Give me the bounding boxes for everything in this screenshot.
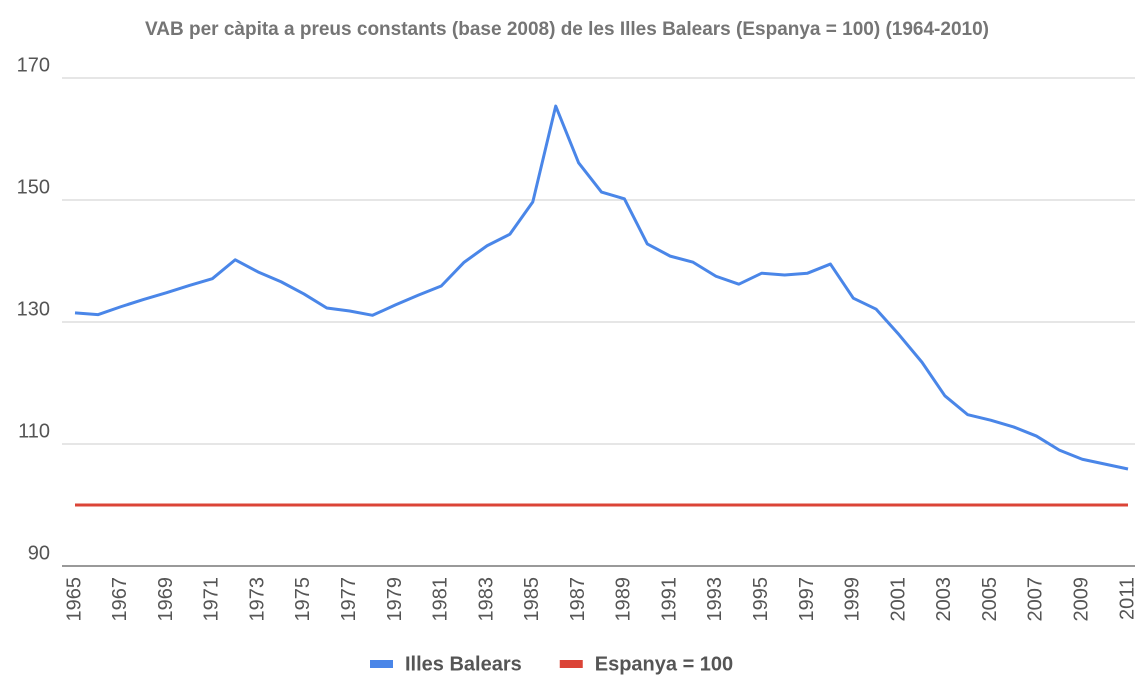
chart-title: VAB per càpita a preus constants (base 2… xyxy=(145,19,989,40)
x-tick-label: 1965 xyxy=(63,577,85,622)
legend-swatch xyxy=(559,660,583,668)
legend-label: Espanya = 100 xyxy=(595,653,733,675)
x-tick-label: 2009 xyxy=(1070,577,1092,622)
x-tick-label: 1991 xyxy=(658,577,680,622)
x-tick-label: 1969 xyxy=(155,577,177,622)
line-series xyxy=(74,104,1129,471)
y-tick-label: 90 xyxy=(28,542,50,564)
x-tick-label: 1981 xyxy=(430,577,452,622)
x-tick-label: 1993 xyxy=(704,577,726,622)
x-tick-label: 1989 xyxy=(613,577,635,622)
x-tick-label: 1997 xyxy=(796,577,818,622)
y-tick-label: 170 xyxy=(17,54,50,76)
x-tick-label: 2001 xyxy=(887,577,909,622)
x-tick-label: 1971 xyxy=(201,577,223,622)
x-tick-label: 1983 xyxy=(475,577,497,622)
x-tick-label: 1977 xyxy=(338,577,360,622)
y-tick-label: 130 xyxy=(17,298,50,320)
x-tick-label: 1987 xyxy=(567,577,589,622)
x-tick-label: 2007 xyxy=(1025,577,1047,622)
x-tick-label: 2011 xyxy=(1116,577,1135,620)
x-tick-label: 2003 xyxy=(933,577,955,622)
x-tick-label: 1967 xyxy=(109,577,131,622)
x-tick-label: 1995 xyxy=(750,577,772,622)
x-tick-label: 1999 xyxy=(842,577,864,622)
y-tick-label: 110 xyxy=(18,420,50,442)
legend-label: Illes Balears xyxy=(405,653,522,675)
x-tick-label: 1979 xyxy=(384,577,406,622)
x-tick-label: 1973 xyxy=(246,577,268,622)
x-tick-label: 2005 xyxy=(979,577,1001,622)
x-tick-label: 1985 xyxy=(521,577,543,622)
y-tick-label: 150 xyxy=(17,176,50,198)
x-tick-label: 1975 xyxy=(292,577,314,622)
legend-swatch xyxy=(370,660,393,668)
